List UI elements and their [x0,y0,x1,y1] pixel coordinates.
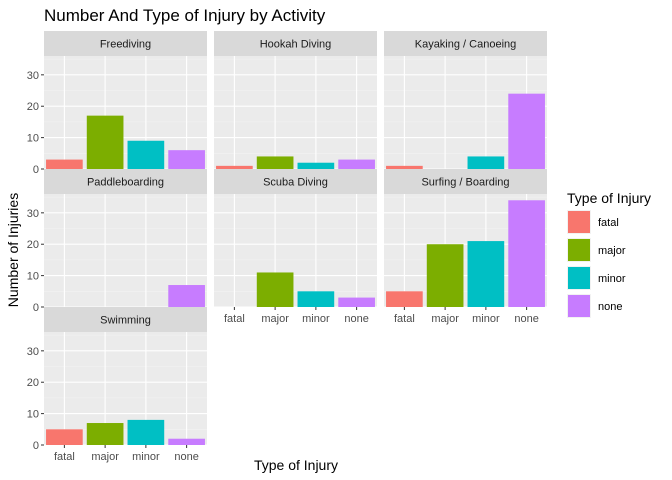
legend: Type of Injury fatal major minor none [567,190,651,318]
x-tick-label: none [174,451,198,463]
bar-scuba-diving-none [338,297,375,307]
x-tick-label: none [514,313,538,325]
legend-title: Type of Injury [567,190,651,206]
bar-freediving-major [86,115,124,169]
legend-item-major: major [567,238,626,262]
bar-swimming-fatal [46,429,83,445]
bar-kayaking-canoeing-none [508,93,545,169]
bar-surfing-boarding-none [508,200,545,307]
facet-panel-swimming: Swimming 0 10 20 30 fatal major minor none [27,307,207,463]
y-tick-label: 20 [27,101,39,113]
bar-hookah-diving-major [256,156,294,169]
chart-title: Number And Type of Injury by Activity [44,6,326,25]
y-tick-label: 30 [27,70,39,82]
bar-kayaking-canoeing-fatal [386,165,423,169]
facet-strip-label: Kayaking / Canoeing [415,39,517,51]
x-tick-label: major [261,313,289,325]
facet-strip [384,31,547,56]
y-tick-label: 20 [27,377,39,389]
y-tick-label: 10 [27,133,39,145]
facet-panels: Freediving 0 10 20 30 Hookah Diving Kayaking /… [27,31,547,463]
y-tick-label: 30 [27,346,39,358]
y-tick-label: 30 [27,208,39,220]
bar-freediving-none [168,150,205,169]
legend-label: none [598,301,622,313]
legend-item-minor: minor [567,266,626,290]
x-tick-label: minor [472,313,500,325]
facet-panel-paddleboarding: Paddleboarding 0 10 20 30 [27,169,207,314]
facet-strip [44,307,207,332]
panel-background [214,56,377,169]
bar-surfing-boarding-major [426,244,464,307]
bar-hookah-diving-minor [297,162,335,169]
legend-swatch [568,211,590,233]
facet-panel-freediving: Freediving 0 10 20 30 [27,31,207,176]
y-axis-title: Number of Injuries [5,193,21,307]
bar-surfing-boarding-minor [467,241,505,307]
facet-strip-label: Swimming [100,315,151,327]
facet-strip-label: Scuba Diving [263,177,328,189]
y-tick-label: 0 [33,440,39,452]
y-tick-label: 10 [27,271,39,283]
y-tick-label: 0 [33,164,39,176]
x-tick-label: fatal [54,451,75,463]
x-tick-label: major [91,451,119,463]
bar-scuba-diving-major [256,272,294,307]
facet-strip [214,169,377,194]
x-tick-label: none [344,313,368,325]
x-tick-label: fatal [224,313,245,325]
legend-swatch [568,267,590,289]
facet-panel-hookah-diving: Hookah Diving [214,31,377,170]
bar-surfing-boarding-fatal [386,291,423,307]
panel-background [214,194,377,307]
facet-strip [384,169,547,194]
facet-panel-scuba-diving: Scuba Diving fatal major minor none [214,169,377,325]
legend-label: minor [598,273,626,285]
x-tick-label: fatal [394,313,415,325]
facet-strip-label: Surfing / Boarding [421,177,509,189]
bar-scuba-diving-minor [297,291,335,307]
legend-swatch [568,239,590,261]
facet-strip-label: Hookah Diving [260,39,332,51]
bar-paddleboarding-none [168,285,205,307]
x-tick-label: minor [302,313,330,325]
facet-panel-kayaking-canoeing: Kayaking / Canoeing [384,31,547,170]
facet-strip [44,31,207,56]
bar-freediving-fatal [46,159,83,169]
bar-hookah-diving-fatal [216,165,253,169]
facet-panel-surfing-boarding: Surfing / Boarding fatal major minor none [384,169,547,325]
facet-strip [214,31,377,56]
facet-strip [44,169,207,194]
bar-freediving-minor [127,140,165,169]
facet-strip-label: Paddleboarding [87,177,164,189]
legend-item-none: none [567,294,622,318]
legend-label: major [598,245,626,257]
bar-swimming-none [168,438,205,445]
bar-swimming-minor [127,419,165,445]
y-tick-label: 20 [27,239,39,251]
bar-hookah-diving-none [338,159,375,169]
legend-swatch [568,295,590,317]
x-tick-label: major [431,313,459,325]
facet-strip-label: Freediving [100,39,151,51]
y-tick-label: 10 [27,409,39,421]
legend-label: fatal [598,217,619,229]
panel-background [44,332,207,445]
y-tick-label: 0 [33,302,39,314]
legend-item-fatal: fatal [567,210,619,234]
x-tick-label: minor [132,451,160,463]
bar-swimming-major [86,423,124,445]
x-axis-title: Type of Injury [254,457,338,473]
bar-kayaking-canoeing-minor [467,156,505,169]
